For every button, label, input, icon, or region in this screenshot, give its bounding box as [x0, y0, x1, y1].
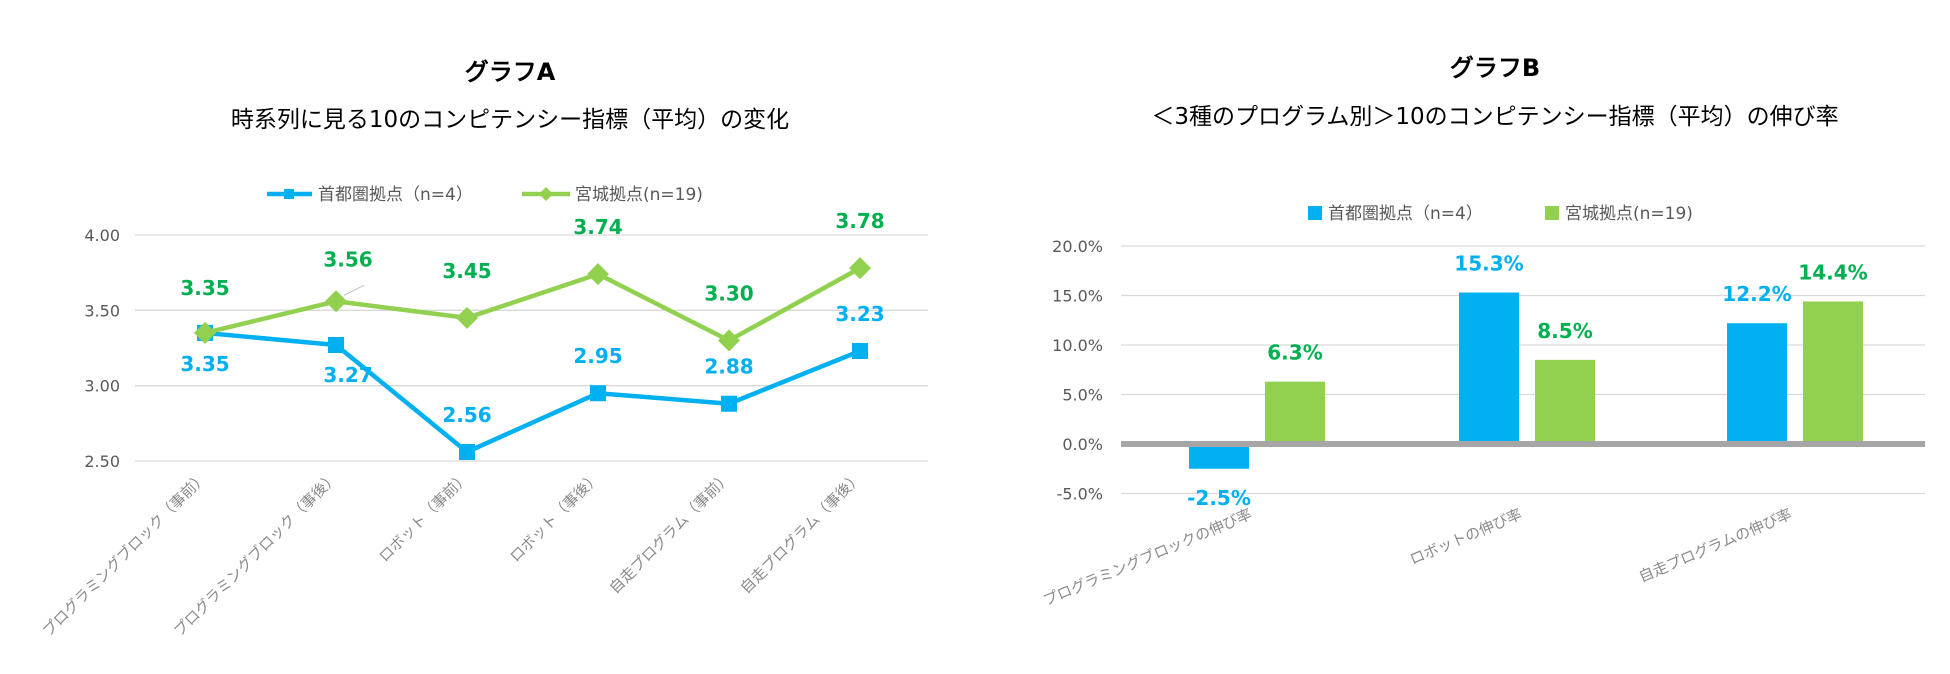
chart-a-data-label: 3.35 — [180, 352, 229, 376]
chart-a-data-label: 3.27 — [323, 363, 372, 387]
chart-a-data-label: 3.78 — [835, 209, 884, 233]
chart-a-data-label: 3.45 — [442, 259, 491, 283]
chart-a-data-label: 2.88 — [704, 355, 753, 379]
chart-b-data-label: 8.5% — [1537, 319, 1592, 343]
chart-b-bar — [1535, 359, 1595, 444]
chart-a-ytick: 3.50 — [84, 301, 120, 320]
chart-b-ytick: 15.0% — [1052, 287, 1103, 306]
chart-b-bar — [1459, 292, 1519, 444]
chart-a-ytick: 3.00 — [84, 377, 120, 396]
chart-a-data-label: 3.56 — [323, 247, 372, 271]
chart-a-point-marker — [194, 321, 216, 344]
chart-a-point-marker — [456, 306, 478, 329]
chart-a-point-marker — [328, 336, 344, 353]
chart-a-leader-line — [343, 284, 365, 296]
chart-a-point-marker — [849, 257, 871, 280]
chart-a-ytick: 2.50 — [84, 452, 120, 471]
chart-b-ytick: 20.0% — [1052, 237, 1103, 256]
chart-a-legend-label: 首都圏拠点（n=4） — [318, 185, 473, 205]
chart-b-legend-label: 宮城拠点(n=19) — [1565, 204, 1693, 224]
chart-b-title: グラフB — [1449, 54, 1541, 82]
chart-b-data-label: 6.3% — [1267, 341, 1322, 365]
chart-a-data-label: 3.30 — [704, 281, 753, 305]
chart-b-data-label: -2.5% — [1187, 486, 1251, 510]
chart-b-xtick: 自走プログラムの伸び率 — [1636, 505, 1795, 586]
chart-a-point-marker — [459, 443, 475, 460]
chart-a-data-label: 3.35 — [180, 276, 229, 300]
chart-a-legend-marker — [539, 187, 553, 201]
chart-a-point-marker — [590, 385, 606, 402]
chart-a-data-label: 2.95 — [573, 344, 622, 368]
chart-a-data-label: 3.23 — [835, 302, 884, 326]
chart-a-point-marker — [721, 395, 737, 412]
chart-b-data-label: 14.4% — [1798, 260, 1867, 284]
chart-a-point-marker — [718, 329, 740, 352]
chart-a-legend-label: 宮城拠点(n=19) — [575, 185, 703, 205]
chart-a-data-label: 2.56 — [442, 403, 491, 427]
chart-a-ytick: 4.00 — [84, 226, 120, 245]
chart-b-bar — [1803, 301, 1863, 444]
chart-b-legend-swatch — [1545, 206, 1559, 220]
chart-a-series-line-0 — [204, 330, 861, 455]
chart-b-ytick: 0.0% — [1062, 435, 1103, 454]
chart-a-data-label: 3.74 — [573, 215, 622, 239]
chart-b-bar — [1727, 323, 1787, 444]
chart-a-point-marker — [325, 290, 347, 313]
chart-a: 4.003.503.002.50プログラミングブロック（事前）プログラミングブロ… — [39, 185, 928, 640]
chart-b-ytick: 5.0% — [1062, 386, 1103, 405]
chart-a-subtitle: 時系列に見る10のコンピテンシー指標（平均）の変化 — [230, 107, 790, 133]
chart-b-ytick: -5.0% — [1057, 485, 1103, 504]
chart-a-legend-marker — [284, 189, 294, 199]
chart-b-bar — [1265, 381, 1325, 444]
chart-b-bar — [1189, 444, 1249, 469]
chart-b-legend-swatch — [1308, 206, 1322, 220]
chart-a-point-marker — [587, 263, 609, 286]
chart-a-series-line-1 — [204, 266, 862, 343]
chart-b-xtick: ロボットの伸び率 — [1407, 505, 1525, 568]
chart-a-title: グラフA — [464, 58, 556, 86]
chart-a-point-marker — [852, 343, 868, 360]
chart-b-data-label: 15.3% — [1454, 252, 1523, 276]
chart-b-legend-label: 首都圏拠点（n=4） — [1328, 204, 1483, 224]
chart-b-xtick: プログラミングブロックの伸び率 — [1040, 505, 1254, 609]
chart-b-ytick: 10.0% — [1052, 336, 1103, 355]
chart-b-subtitle: ＜3種のプログラム別＞10のコンピテンシー指標（平均）の伸び率 — [1151, 104, 1839, 130]
chart-b-data-label: 12.2% — [1722, 282, 1791, 306]
